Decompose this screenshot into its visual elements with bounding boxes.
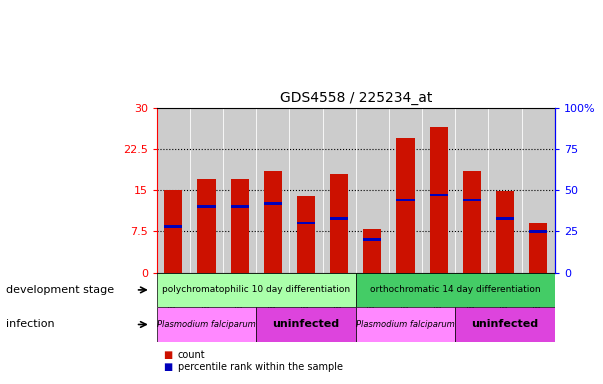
Bar	[363, 228, 382, 273]
Bar	[455, 307, 555, 342]
Bar	[522, 108, 555, 273]
Bar	[422, 108, 455, 273]
Bar	[297, 222, 315, 225]
Text: count: count	[178, 350, 206, 360]
Bar	[529, 223, 548, 273]
Bar	[164, 225, 183, 228]
Bar	[289, 108, 323, 273]
Bar	[496, 217, 514, 220]
Bar	[190, 108, 223, 273]
Bar	[356, 273, 555, 307]
Bar	[297, 195, 315, 273]
Bar	[356, 108, 389, 273]
Bar	[256, 307, 356, 342]
Bar	[429, 194, 448, 196]
Bar	[363, 238, 382, 241]
Bar	[230, 205, 249, 208]
Bar	[223, 108, 256, 273]
Bar	[496, 191, 514, 273]
Bar	[157, 273, 356, 307]
Bar	[264, 171, 282, 273]
Bar	[389, 108, 422, 273]
Text: percentile rank within the sample: percentile rank within the sample	[178, 362, 343, 372]
Text: ■: ■	[163, 362, 172, 372]
Bar	[429, 127, 448, 273]
Title: GDS4558 / 225234_at: GDS4558 / 225234_at	[280, 91, 432, 105]
Bar	[157, 307, 256, 342]
Bar	[330, 217, 349, 220]
Bar	[463, 171, 481, 273]
Bar	[455, 108, 488, 273]
Text: infection: infection	[6, 319, 55, 329]
Bar	[396, 138, 415, 273]
Text: uninfected: uninfected	[273, 319, 339, 329]
Bar	[396, 199, 415, 201]
Text: polychromatophilic 10 day differentiation: polychromatophilic 10 day differentiatio…	[162, 285, 350, 295]
Text: ■: ■	[163, 350, 172, 360]
Bar	[323, 108, 356, 273]
Bar	[529, 230, 548, 233]
Text: development stage: development stage	[6, 285, 114, 295]
Bar	[356, 307, 455, 342]
Text: Plasmodium falciparum: Plasmodium falciparum	[157, 320, 256, 329]
Bar	[230, 179, 249, 273]
Bar	[463, 199, 481, 201]
Text: Plasmodium falciparum: Plasmodium falciparum	[356, 320, 455, 329]
Text: uninfected: uninfected	[472, 319, 538, 329]
Bar	[330, 174, 349, 273]
Text: orthochromatic 14 day differentiation: orthochromatic 14 day differentiation	[370, 285, 540, 295]
Bar	[488, 108, 522, 273]
Bar	[256, 108, 289, 273]
Bar	[157, 108, 190, 273]
Bar	[197, 179, 216, 273]
Bar	[164, 190, 183, 273]
Bar	[197, 205, 216, 208]
Bar	[264, 202, 282, 205]
